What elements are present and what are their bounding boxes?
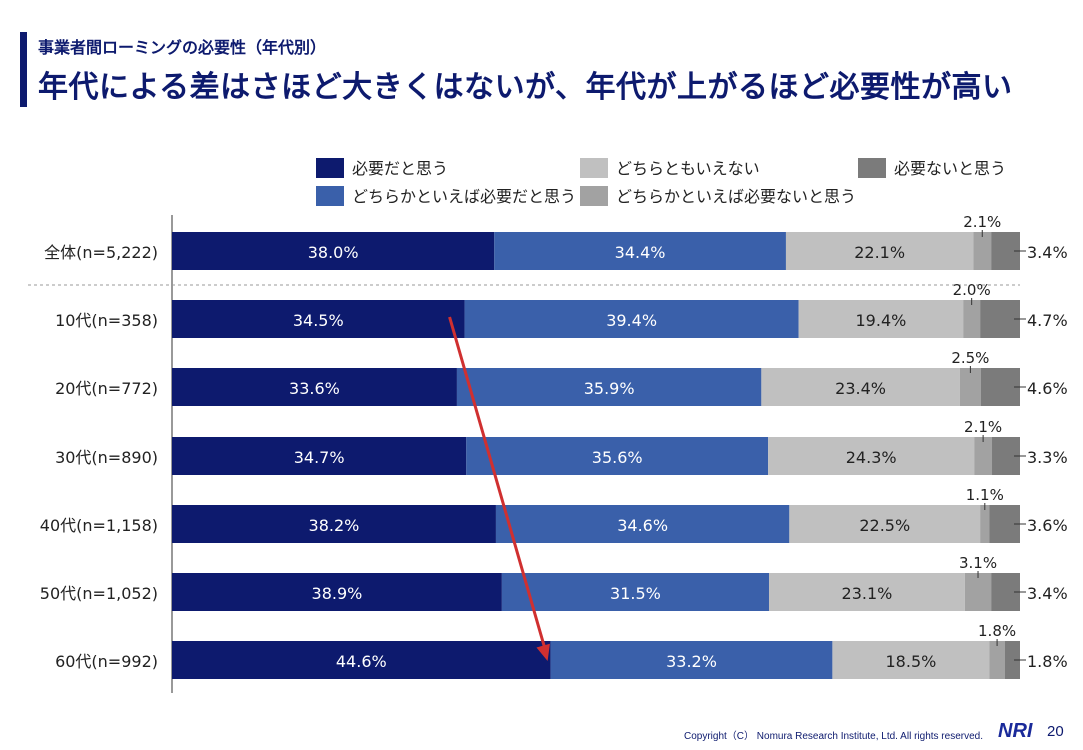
data-label: 3.3% — [1027, 448, 1068, 467]
data-label: 3.4% — [1027, 584, 1068, 603]
bar-segment — [172, 232, 495, 270]
bar-segment — [964, 573, 992, 611]
legend-swatch — [580, 158, 608, 178]
bar-segment — [963, 300, 981, 338]
data-label: 1.8% — [978, 622, 1016, 640]
data-label: 4.7% — [1027, 311, 1068, 330]
bar-segment — [172, 300, 465, 338]
bar-segment — [974, 437, 993, 475]
data-label: 38.2% — [309, 516, 360, 535]
data-label: 2.0% — [953, 281, 991, 299]
data-label: 35.6% — [592, 448, 643, 467]
data-label: 24.3% — [846, 448, 897, 467]
category-label: 全体(n=5,222) — [44, 243, 158, 262]
bar-segment — [1004, 641, 1020, 679]
bar-segment — [464, 300, 799, 338]
nri-logo: NRI — [998, 720, 1033, 742]
legend-label: 必要ないと思う — [894, 159, 1006, 178]
bar-segment — [980, 300, 1020, 338]
bar-segment — [980, 505, 990, 543]
data-label: 1.1% — [966, 486, 1004, 504]
legend-label: どちらかといえば必要だと思う — [352, 187, 576, 206]
data-label: 33.6% — [289, 379, 340, 398]
bar-segment — [550, 641, 833, 679]
bar-segment — [172, 437, 467, 475]
data-label: 1.8% — [1027, 652, 1068, 671]
category-label: 30代(n=890) — [55, 448, 158, 467]
legend-swatch — [316, 158, 344, 178]
category-label: 60代(n=992) — [55, 652, 158, 671]
data-label: 22.1% — [854, 243, 905, 262]
category-label: 40代(n=1,158) — [40, 516, 158, 535]
data-label: 34.6% — [617, 516, 668, 535]
bar-segment — [172, 505, 496, 543]
data-label: 34.7% — [294, 448, 345, 467]
data-label: 2.1% — [964, 418, 1002, 436]
legend-swatch — [316, 186, 344, 206]
bar-segment — [785, 232, 974, 270]
bar-segment — [973, 232, 992, 270]
data-label: 2.5% — [951, 349, 989, 367]
bar-segment — [959, 368, 981, 406]
bar-segment — [172, 641, 551, 679]
bar-segment — [456, 368, 762, 406]
data-label: 38.0% — [308, 243, 359, 262]
data-label: 23.1% — [842, 584, 893, 603]
bar-segment — [798, 300, 964, 338]
bar-segment — [494, 232, 786, 270]
legend-label: 必要だと思う — [352, 159, 448, 178]
bar-segment — [466, 437, 769, 475]
category-label: 20代(n=772) — [55, 379, 158, 398]
data-label: 3.4% — [1027, 243, 1068, 262]
bar-segment — [172, 368, 457, 406]
category-label: 50代(n=1,052) — [40, 584, 158, 603]
data-label: 2.1% — [963, 213, 1001, 231]
bar-segment — [495, 505, 790, 543]
category-label: 10代(n=358) — [55, 311, 158, 330]
bar-segment — [989, 641, 1005, 679]
data-label: 23.4% — [835, 379, 886, 398]
data-label: 31.5% — [610, 584, 661, 603]
legend-swatch — [580, 186, 608, 206]
title-accent-bar — [20, 32, 27, 107]
data-label: 34.5% — [293, 311, 344, 330]
data-label: 4.6% — [1027, 379, 1068, 398]
legend-label: どちらともいえない — [616, 159, 760, 178]
legend-label: どちらかといえば必要ないと思う — [616, 187, 856, 206]
bar-segment — [761, 368, 960, 406]
page-number: 20 — [1047, 723, 1064, 740]
data-label: 44.6% — [336, 652, 387, 671]
data-label: 33.2% — [666, 652, 717, 671]
bar-segment — [768, 437, 975, 475]
data-label: 18.5% — [886, 652, 937, 671]
bar-segment — [980, 368, 1020, 406]
data-label: 38.9% — [312, 584, 363, 603]
bar-segment — [832, 641, 990, 679]
data-label: 35.9% — [584, 379, 635, 398]
data-label: 3.6% — [1027, 516, 1068, 535]
page-title: 年代による差はさほど大きくはないが、年代が上がるほど必要性が高い — [38, 70, 1013, 105]
data-label: 22.5% — [859, 516, 910, 535]
bar-segment — [768, 573, 965, 611]
trend-arrow-head — [536, 643, 550, 661]
copyright-text: Copyright（C） Nomura Research Institute, … — [683, 731, 983, 742]
bar-segment — [172, 573, 502, 611]
bar-segment — [789, 505, 981, 543]
trend-arrow-line — [448, 316, 548, 652]
legend-swatch — [858, 158, 886, 178]
data-label: 34.4% — [615, 243, 666, 262]
data-label: 3.1% — [959, 554, 997, 572]
page-subtitle: 事業者間ローミングの必要性（年代別） — [38, 38, 327, 57]
bar-segment — [501, 573, 769, 611]
data-label: 19.4% — [856, 311, 907, 330]
data-label: 39.4% — [606, 311, 657, 330]
